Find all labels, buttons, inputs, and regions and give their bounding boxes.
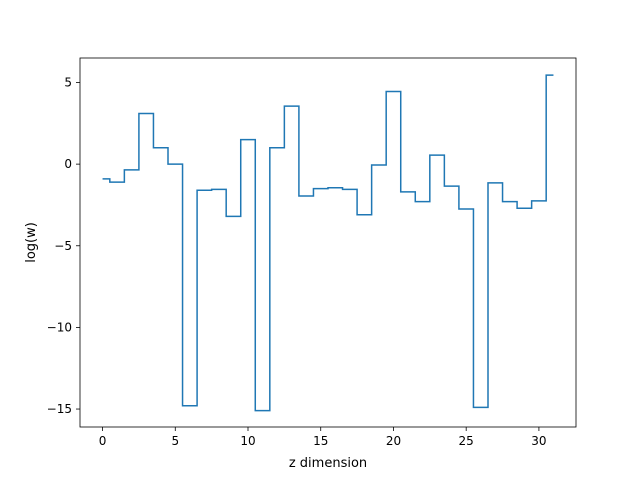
x-tick-label: 15	[313, 434, 328, 448]
x-tick-label: 0	[99, 434, 107, 448]
axes-frame	[79, 57, 577, 428]
y-tick-label: 0	[64, 157, 72, 171]
x-tick-label: 25	[459, 434, 474, 448]
y-tick-label: −10	[47, 320, 72, 334]
x-tick-label: 10	[240, 434, 255, 448]
x-tick-label: 30	[531, 434, 546, 448]
data-series-line	[102, 74, 554, 412]
y-tick-label: −15	[47, 402, 72, 416]
y-tick-label: −5	[54, 239, 72, 253]
y-tick-label: 5	[64, 75, 72, 89]
plot-area	[102, 74, 554, 412]
x-tick-label: 5	[171, 434, 179, 448]
x-axis-label: z dimension	[289, 456, 367, 471]
y-axis-ticks: 5 0 −5 −10 −15	[47, 75, 80, 416]
x-axis-ticks: 0 5 10 15 20 25 30	[99, 427, 547, 448]
y-axis-label: log(w)	[24, 222, 39, 263]
x-tick-label: 20	[386, 434, 401, 448]
